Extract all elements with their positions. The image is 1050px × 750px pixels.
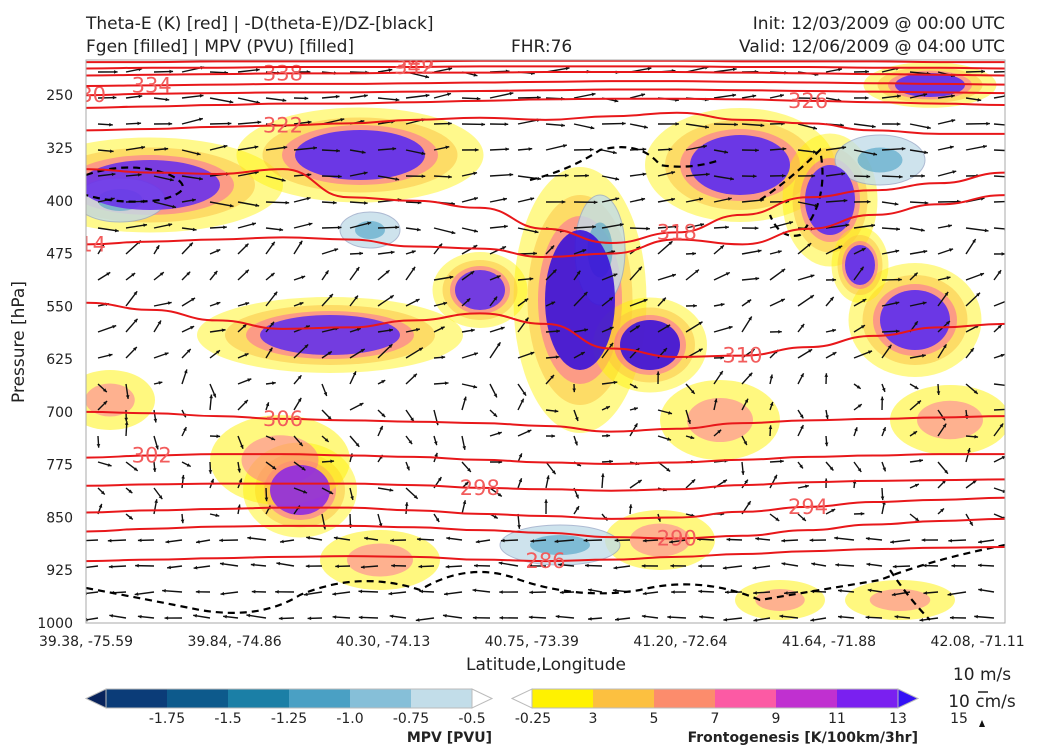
x-tick-label: 41.20, -72.64 — [633, 634, 727, 650]
theta-e-label-342: 342 — [394, 55, 434, 79]
theta-e-label-334: 334 — [132, 73, 172, 97]
x-tick-label: 39.38, -75.59 — [39, 634, 133, 650]
plot-frame — [85, 59, 1006, 624]
x-tick-label: 42.08, -71.11 — [931, 634, 1025, 650]
mpv-colorbar-tick: -1.0 — [336, 711, 363, 727]
theta-e-label-322: 322 — [263, 113, 303, 137]
vector-legend-horizontal: 10 m/s — [953, 665, 1011, 685]
theta-e-label-294: 294 — [788, 495, 828, 519]
x-axis-label: Latitude,Longitude — [466, 655, 626, 675]
theta-e-contour-298 — [86, 478, 1005, 492]
theta-e-contour-342 — [86, 65, 1005, 70]
valid-time: Valid: 12/06/2009 @ 04:00 UTC — [739, 37, 1005, 57]
y-tick-label: 550 — [46, 299, 73, 315]
x-tick-label: 41.64, -71.88 — [782, 634, 876, 650]
y-tick-label: 700 — [46, 405, 73, 421]
y-tick-label: 1000 — [37, 616, 73, 632]
mpv-colorbar-tick: -1.75 — [149, 711, 185, 727]
fgen-colorbar-tick: 3 — [589, 711, 598, 727]
theta-e-label-306: 306 — [263, 407, 303, 431]
theta-e-contour-346 — [86, 60, 1005, 64]
fgen-colorbar-tick: 13 — [889, 711, 907, 727]
y-tick-label: 925 — [46, 563, 73, 579]
theta-e-contour-322 — [86, 111, 1005, 135]
theta-e-label-346: 346 — [394, 49, 434, 73]
theta-e-contour-302 — [86, 453, 1005, 465]
y-tick-label: 250 — [46, 88, 73, 104]
init-time: Init: 12/03/2009 @ 00:00 UTC — [752, 14, 1005, 34]
theta-e-contour-318 — [86, 168, 1005, 244]
y-axis-label: Pressure [hPa] — [9, 281, 29, 403]
fgen-colorbar-tick: 7 — [711, 711, 720, 727]
title-left-line1: Theta-E (K) [red] | -D(theta-E)/DZ-[blac… — [86, 14, 434, 34]
theta-e-label-330: 330 — [66, 83, 106, 107]
x-tick-label: 39.84, -74.86 — [188, 634, 282, 650]
y-tick-label: 775 — [46, 458, 73, 474]
y-tick-label: 850 — [46, 510, 73, 526]
y-tick-label: 400 — [46, 194, 73, 210]
mpv-colorbar-tick: -0.5 — [458, 711, 485, 727]
fgen-colorbar-tick: 11 — [828, 711, 846, 727]
fgen-colorbar-tick: 9 — [772, 711, 781, 727]
theta-e-label-286: 286 — [525, 549, 565, 573]
theta-e-contour-286 — [86, 545, 1005, 563]
theta-e-label-298: 298 — [460, 476, 500, 500]
title-left-line2: Fgen [filled] | MPV (PVU) [filled] — [86, 37, 355, 57]
forecast-hour: FHR:76 — [511, 37, 573, 57]
mpv-colorbar-tick: -0.25 — [515, 711, 551, 727]
theta-e-contour-294 — [86, 496, 1005, 520]
y-tick-label: 625 — [46, 352, 73, 368]
theta-e-contour-330 — [86, 88, 1005, 97]
fgen-colorbar-tick: 5 — [650, 711, 659, 727]
y-tick-label: 475 — [46, 247, 73, 263]
theta-e-contour-326 — [86, 97, 1005, 109]
mpv-colorbar-tick: -1.5 — [214, 711, 241, 727]
y-tick-label: 325 — [46, 141, 73, 157]
theta-e-label-310: 310 — [722, 344, 762, 368]
theta-e-contour-314 — [86, 194, 1005, 259]
theta-e-label-318: 318 — [657, 220, 697, 244]
theta-e-contour-290 — [86, 517, 1005, 540]
theta-e-contour-334 — [86, 80, 1005, 88]
theta-e-label-314: 314 — [66, 232, 106, 256]
theta-e-label-338: 338 — [263, 61, 303, 85]
theta-e-label-302: 302 — [132, 444, 172, 468]
theta-e-label-326: 326 — [788, 89, 828, 113]
mpv-colorbar-tick: -1.25 — [271, 711, 307, 727]
theta-e-label-290: 290 — [657, 527, 697, 551]
fgen-colorbar-label: Frontogenesis [K/100km/3hr] — [688, 730, 918, 746]
vector-legend-vertical: 10 cm/s — [948, 692, 1016, 712]
mpv-colorbar-tick: -0.75 — [393, 711, 429, 727]
theta-e-contour-338 — [86, 70, 1005, 77]
x-tick-label: 40.75, -73.39 — [485, 634, 579, 650]
x-tick-label: 40.30, -74.13 — [336, 634, 430, 650]
fgen-colorbar-tick: 15 — [950, 711, 968, 727]
theta-e-contour-306 — [86, 410, 1005, 433]
theta-e-contour-310 — [86, 301, 1005, 358]
mpv-colorbar-label: MPV [PVU] — [407, 730, 492, 746]
